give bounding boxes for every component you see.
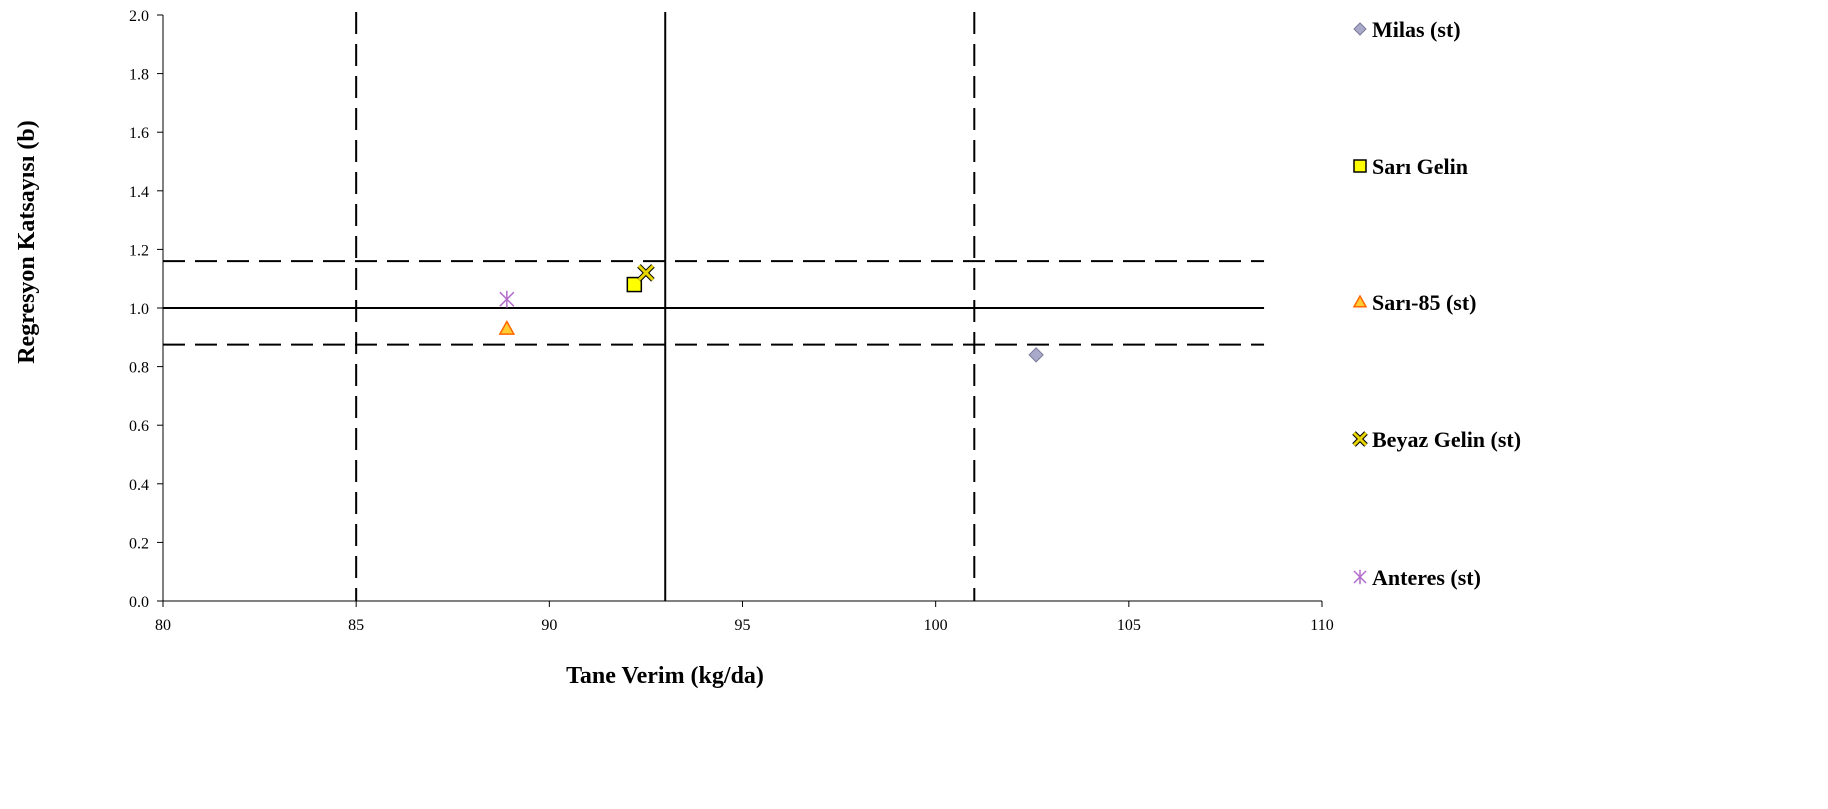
legend-label: Anteres (st) (1372, 565, 1481, 590)
square-marker (626, 276, 643, 293)
data-point (626, 276, 643, 293)
x-tick-label: 105 (1117, 617, 1141, 634)
legend-marker (1352, 431, 1368, 447)
legend-label: Milas (st) (1372, 17, 1461, 42)
data-point (498, 319, 516, 335)
y-tick-label: 0.0 (129, 594, 149, 611)
triangle-marker (1352, 294, 1368, 308)
y-tick-label: 1.6 (129, 125, 149, 142)
diamond-marker (1353, 22, 1367, 36)
square-marker (1353, 159, 1367, 173)
legend: Milas (st) Sarı Gelin Sarı-85 (st) Beyaz Ge… (1352, 17, 1521, 590)
x-marker (1352, 431, 1368, 447)
legend-label: Beyaz Gelin (st) (1372, 427, 1521, 452)
y-tick-label: 1.8 (129, 67, 149, 84)
reference-lines (163, 12, 1265, 601)
y-tick-label: 0.4 (129, 477, 149, 494)
legend-label: Sarı Gelin (1372, 154, 1468, 179)
y-tick-label: 0.8 (129, 360, 149, 377)
x-tick-label: 80 (155, 617, 171, 634)
y-axis-ticks: 0.0 0.2 0.4 0.6 0.8 1.0 1.2 1.4 1.6 1.8 2.0 (129, 8, 163, 611)
x-tick-label: 85 (348, 617, 364, 634)
x-axis-ticks: 80 85 90 95 100 105 110 (155, 601, 1334, 634)
x-tick-label: 100 (924, 617, 948, 634)
y-tick-label: 1.0 (129, 301, 149, 318)
legend-marker (1353, 159, 1367, 173)
y-tick-label: 2.0 (129, 8, 149, 25)
data-point (499, 290, 515, 308)
x-marker (637, 264, 654, 281)
y-tick-label: 0.6 (129, 418, 149, 435)
legend-marker (1353, 22, 1367, 36)
diamond-marker (1028, 347, 1044, 363)
triangle-marker (498, 319, 516, 335)
legend-marker (1353, 569, 1367, 585)
x-axis-title: Tane Verim (kg/da) (566, 663, 764, 689)
x-tick-label: 90 (541, 617, 557, 634)
y-tick-label: 1.4 (129, 184, 149, 201)
data-points (498, 264, 1044, 363)
legend-label: Sarı-85 (st) (1372, 290, 1476, 315)
data-point (1028, 347, 1044, 363)
x-tick-label: 95 (735, 617, 751, 634)
y-tick-label: 0.2 (129, 535, 149, 552)
legend-marker (1352, 294, 1368, 308)
x-tick-label: 110 (1310, 617, 1333, 634)
data-point (637, 264, 655, 282)
y-tick-label: 1.2 (129, 242, 149, 259)
y-axis-title: Regresyon Katsayısı (b) (14, 120, 40, 364)
